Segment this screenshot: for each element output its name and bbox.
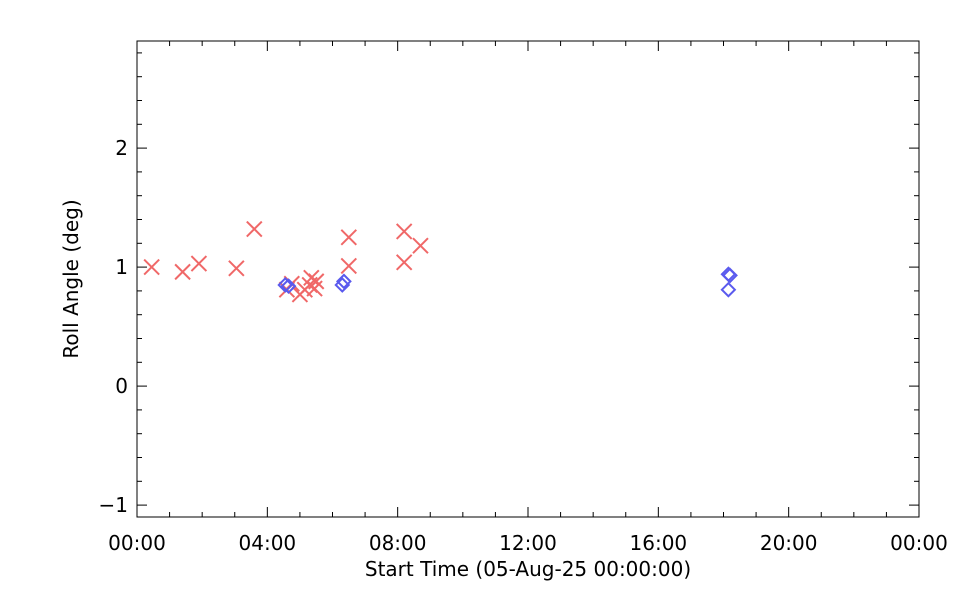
x-tick-label: 08:00 <box>369 531 427 555</box>
x-marker-point <box>174 263 191 281</box>
x-tick-label: 00:00 <box>108 531 166 555</box>
x-marker-point <box>395 254 413 271</box>
x-tick-label: 12:00 <box>499 531 557 555</box>
y-axis-label: Roll Angle (deg) <box>59 199 83 358</box>
x-marker-point <box>308 273 325 290</box>
x-tick-label: 04:00 <box>239 531 297 555</box>
x-marker-point <box>190 255 208 272</box>
x-marker-point <box>246 220 263 238</box>
y-tick-label: 2 <box>115 136 128 160</box>
x-marker-point <box>412 237 429 254</box>
diamond-marker-point <box>720 281 737 298</box>
x-marker-point <box>395 223 413 240</box>
diamond-marker-point <box>722 267 738 284</box>
x-tick-labels: 00:00 04:00 08:00 12:00 16:00 20:00 00:00 <box>108 531 948 555</box>
x-axis-label: Start Time (05-Aug-25 00:00:00) <box>365 557 691 581</box>
x-marker-point <box>340 229 357 246</box>
y-tick-label: 1 <box>115 255 128 279</box>
plot-frame <box>136 40 920 518</box>
diamond-marker-point <box>277 277 294 293</box>
data-points <box>143 220 738 303</box>
x-marker-point <box>228 260 245 277</box>
x-tick-label: 00:00 <box>890 531 948 555</box>
y-tick-labels: −1 0 1 2 <box>99 136 128 517</box>
x-tick-label: 16:00 <box>630 531 688 555</box>
diamond-marker-point <box>280 278 297 295</box>
y-tick-label: −1 <box>99 493 128 517</box>
axis-ticks <box>136 41 920 517</box>
x-marker-point <box>143 258 160 276</box>
x-tick-label: 20:00 <box>760 531 818 555</box>
y-tick-label: 0 <box>115 374 128 398</box>
diamond-marker-point <box>335 273 352 290</box>
x-marker-point <box>340 257 357 275</box>
